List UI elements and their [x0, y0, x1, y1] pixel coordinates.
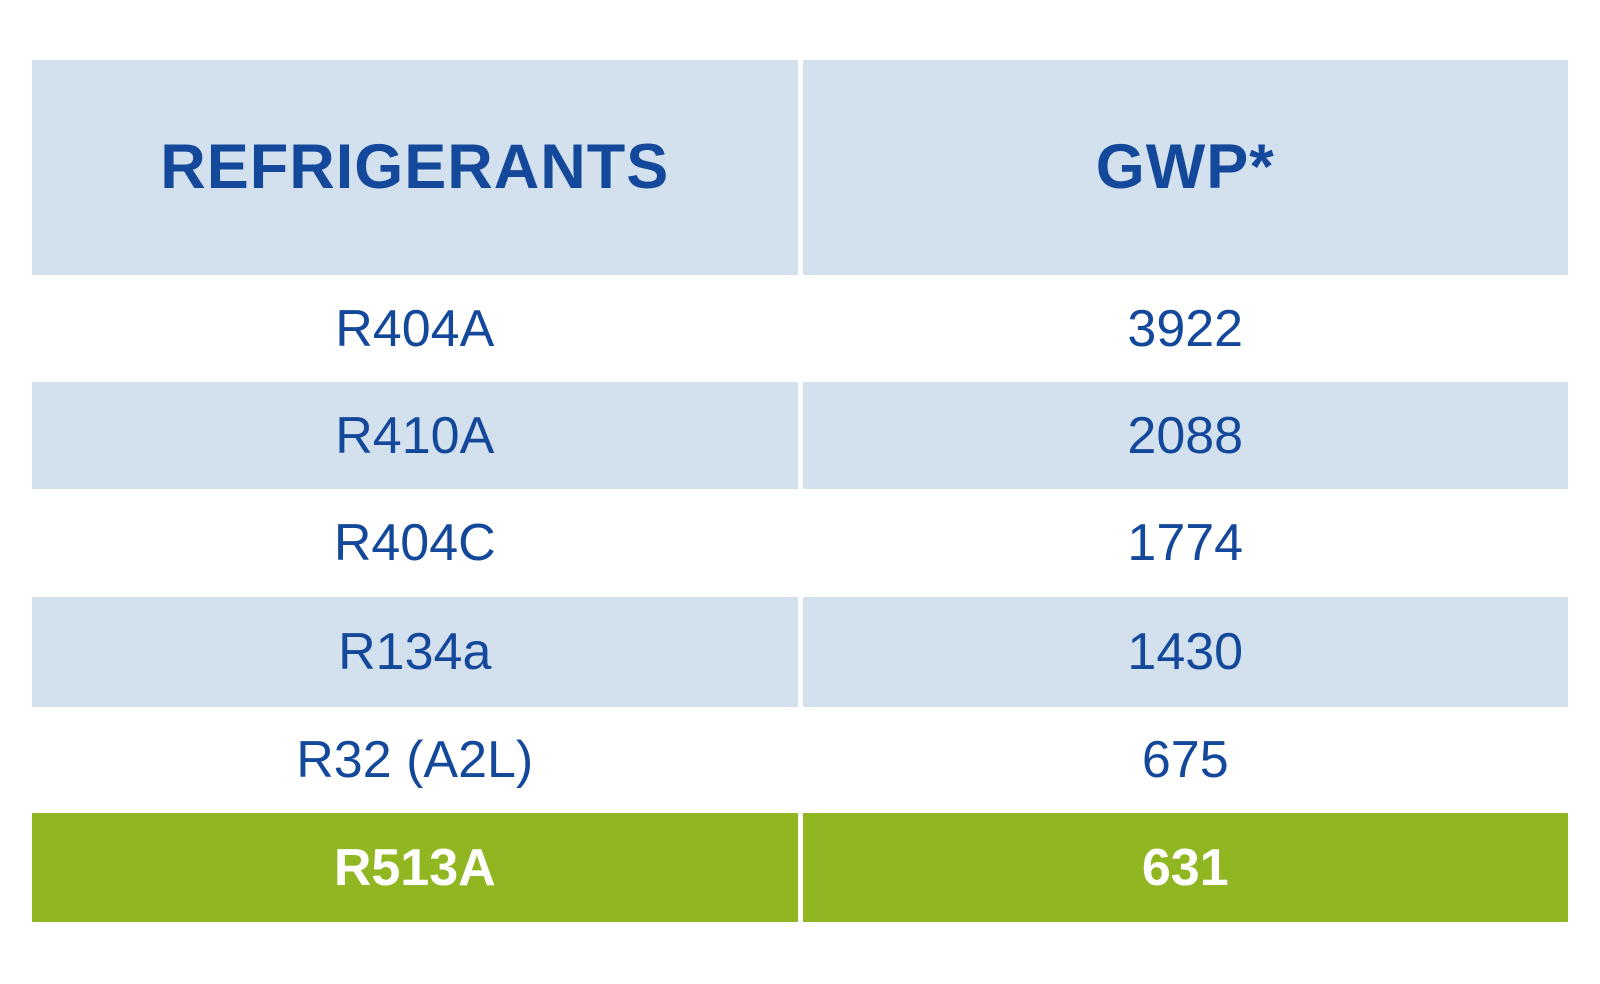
header-cell-gwp: GWP*: [802, 60, 1568, 275]
gwp-cell: 1774: [802, 489, 1568, 597]
gwp-cell: 3922: [802, 275, 1568, 382]
refrigerant-cell: R404C: [32, 489, 798, 597]
gwp-cell: 1430: [802, 597, 1568, 707]
gwp-cell: 631: [802, 813, 1568, 922]
refrigerant-cell: R134a: [32, 597, 798, 707]
refrigerant-cell: R410A: [32, 382, 798, 489]
gwp-table: REFRIGERANTS GWP* R404A 3922 R410A 2088 …: [32, 60, 1568, 922]
header-cell-refrigerants: REFRIGERANTS: [32, 60, 798, 275]
table-row: R134a 1430: [32, 597, 1568, 707]
refrigerant-cell: R404A: [32, 275, 798, 382]
table-header-row: REFRIGERANTS GWP*: [32, 60, 1568, 275]
table-row: R410A 2088: [32, 382, 1568, 489]
refrigerant-cell: R32 (A2L): [32, 707, 798, 813]
table-row-highlighted: R513A 631: [32, 813, 1568, 922]
refrigerant-cell: R513A: [32, 813, 798, 922]
gwp-cell: 2088: [802, 382, 1568, 489]
table-row: R404A 3922: [32, 275, 1568, 382]
gwp-cell: 675: [802, 707, 1568, 813]
table-row: R32 (A2L) 675: [32, 707, 1568, 813]
table-row: R404C 1774: [32, 489, 1568, 597]
